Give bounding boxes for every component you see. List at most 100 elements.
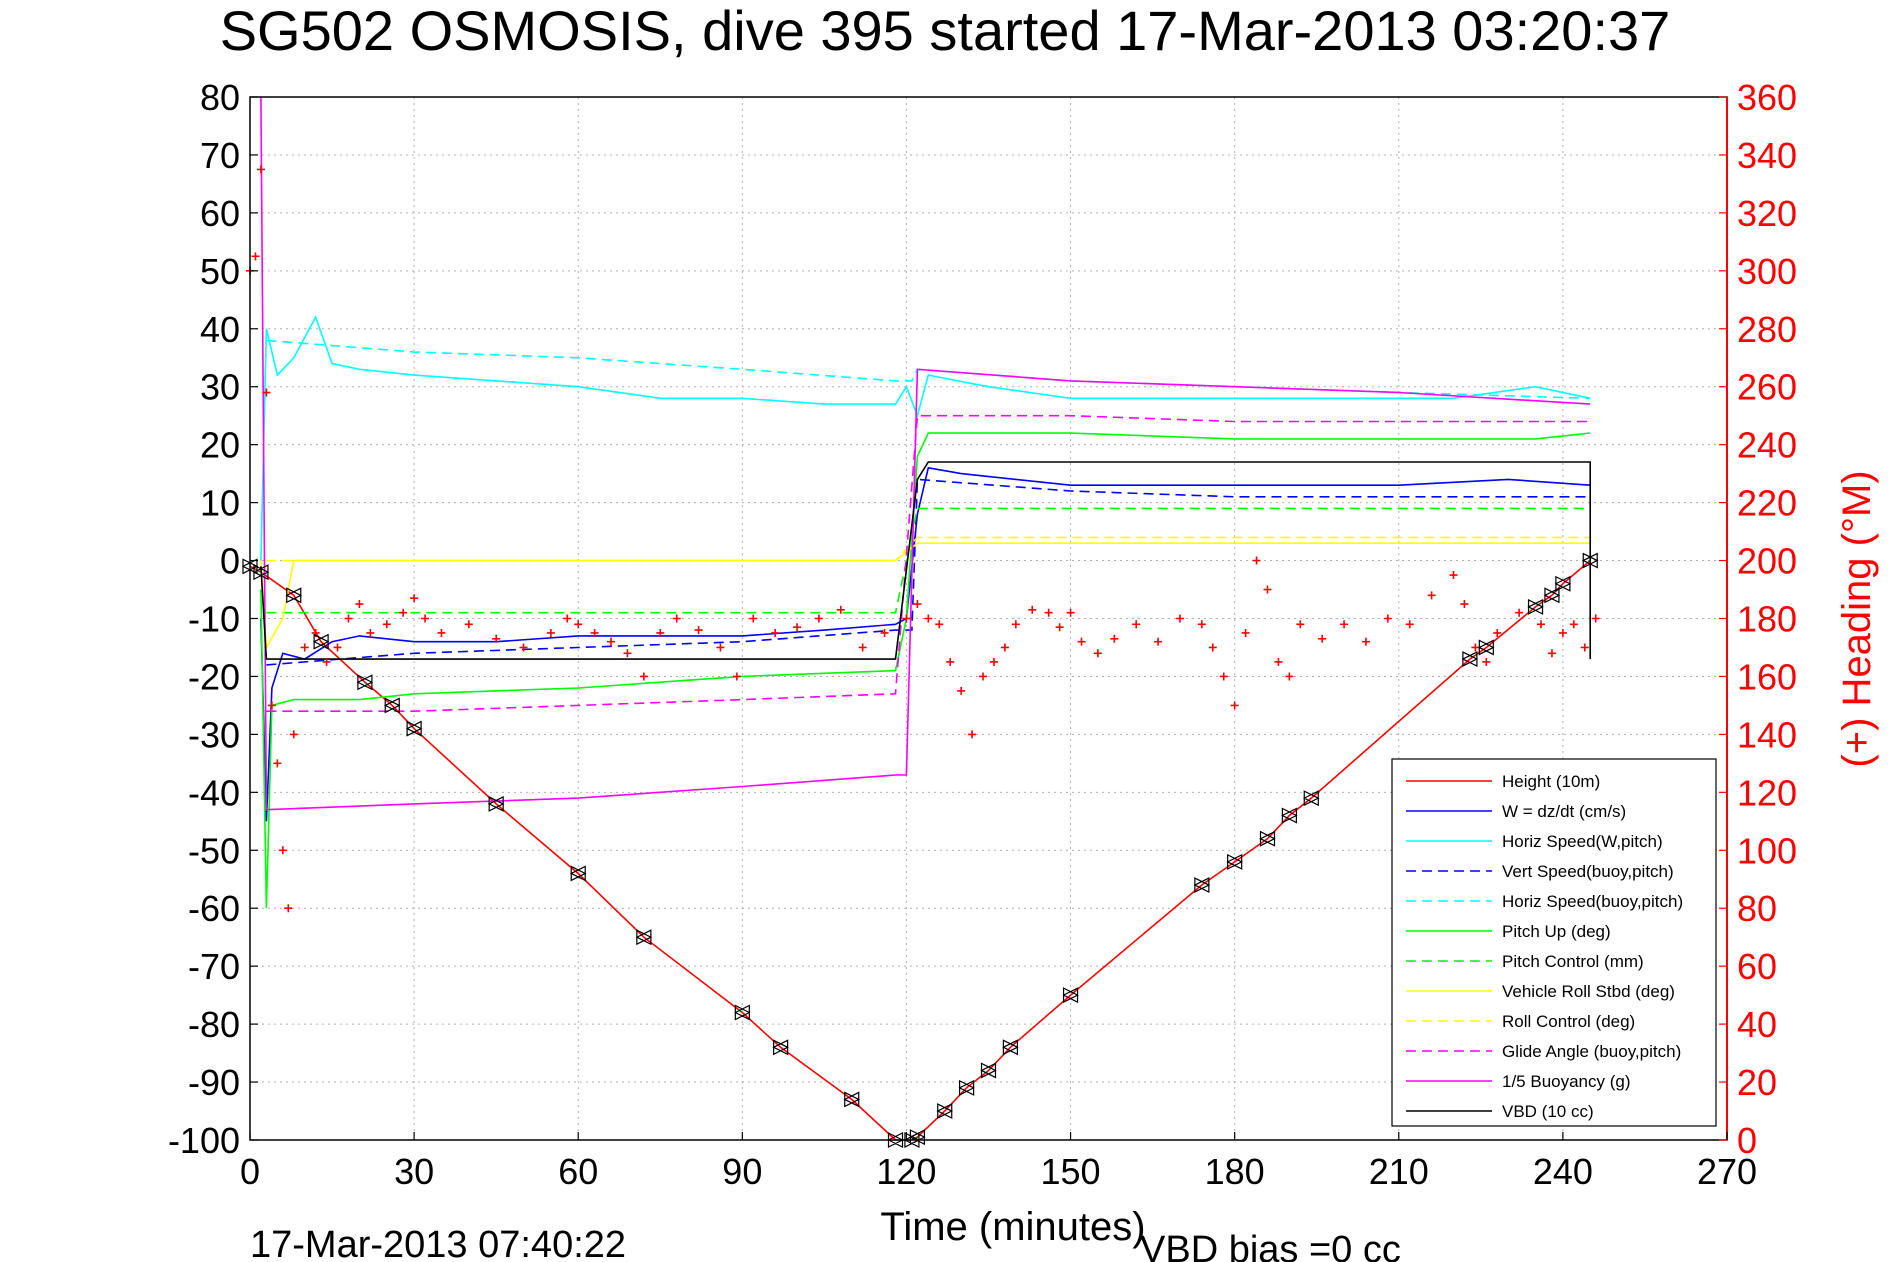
- heading-point: [989, 657, 998, 666]
- heading-point: [366, 628, 375, 637]
- legend-box: [1391, 758, 1717, 1127]
- heading-point: [732, 672, 741, 681]
- sample-marker: [1302, 790, 1320, 807]
- right-tick-label: 260: [1737, 367, 1797, 408]
- series-line: [260, 466, 1591, 822]
- heading-point: [1296, 620, 1305, 629]
- heading-point: [574, 620, 583, 629]
- series-line: [260, 461, 1591, 660]
- heading-point: [979, 672, 988, 681]
- heading-point: [913, 600, 922, 609]
- right-tick-label: 300: [1737, 251, 1797, 292]
- sample-marker: [1554, 575, 1572, 592]
- heading-point: [251, 252, 260, 261]
- heading-point: [256, 165, 265, 174]
- x-tick-label: 30: [394, 1151, 434, 1192]
- footer-vbd-bias: VBD bias =0 cc: [1140, 1229, 1401, 1262]
- heading-point: [1460, 600, 1469, 609]
- heading-point: [1230, 701, 1239, 710]
- heading-point: [1493, 628, 1502, 637]
- heading-point: [1558, 628, 1567, 637]
- y-tick-label: -40: [188, 772, 240, 813]
- sample-marker: [733, 1004, 751, 1021]
- heading-point: [1569, 620, 1578, 629]
- right-tick-label: 180: [1737, 599, 1797, 640]
- x-tick-label: 270: [1697, 1151, 1757, 1192]
- x-tick-label: 120: [876, 1151, 936, 1192]
- heading-point: [1066, 608, 1075, 617]
- series-line: [260, 96, 1591, 811]
- sample-marker: [1527, 598, 1544, 615]
- sample-marker: [252, 564, 270, 581]
- heading-point: [267, 701, 276, 710]
- y-tick-label: 20: [200, 425, 240, 466]
- y-tick-label: -30: [188, 714, 240, 755]
- right-tick-label: 340: [1737, 135, 1797, 176]
- heading-point: [924, 614, 933, 623]
- legend-label: Vehicle Roll Stbd (deg): [1502, 982, 1675, 1001]
- heading-point: [1028, 605, 1037, 614]
- x-tick-label: 180: [1205, 1151, 1265, 1192]
- x-tick-label: 0: [240, 1151, 260, 1192]
- legend-label: Roll Control (deg): [1502, 1012, 1635, 1031]
- heading-point: [902, 614, 911, 623]
- footer-timestamp: 17-Mar-2013 07:40:22: [250, 1224, 626, 1262]
- right-tick-label: 20: [1737, 1062, 1777, 1103]
- right-tick-label: 360: [1737, 77, 1797, 118]
- y-tick-label: 40: [200, 309, 240, 350]
- dive-sample-markers: [241, 552, 1599, 1148]
- heading-point: [656, 628, 665, 637]
- heading-point: [1044, 608, 1053, 617]
- heading-point: [1263, 585, 1272, 594]
- sample-marker: [1002, 1039, 1019, 1056]
- heading-point: [1383, 614, 1392, 623]
- heading-point: [437, 628, 446, 637]
- heading-point: [1110, 634, 1119, 643]
- right-tick-label: 160: [1737, 656, 1797, 697]
- right-tick-label: 140: [1737, 714, 1797, 755]
- sample-marker: [356, 674, 374, 691]
- heading-point: [880, 628, 889, 637]
- x-tick-label: 240: [1533, 1151, 1593, 1192]
- x-tick-label: 60: [558, 1151, 598, 1192]
- heading-point: [1077, 637, 1086, 646]
- sample-marker: [936, 1103, 954, 1120]
- y-tick-label: -100: [168, 1120, 240, 1161]
- heading-point: [623, 649, 632, 658]
- y-tick-label: 50: [200, 251, 240, 292]
- x-axis-label: Time (minutes): [880, 1205, 1145, 1249]
- heading-point: [1175, 614, 1184, 623]
- heading-point: [858, 643, 867, 652]
- heading-point: [946, 657, 955, 666]
- heading-point: [1318, 634, 1327, 643]
- legend-label: Vert Speed(buoy,pitch): [1502, 862, 1674, 881]
- heading-point: [793, 623, 802, 632]
- legend-label: 1/5 Buoyancy (g): [1502, 1072, 1631, 1091]
- heading-point: [284, 904, 293, 913]
- right-tick-label: 0: [1737, 1120, 1757, 1161]
- heading-point: [1405, 620, 1414, 629]
- heading-point: [1055, 623, 1064, 632]
- sample-marker: [383, 697, 401, 714]
- sample-marker: [1226, 853, 1244, 870]
- sample-marker: [1461, 651, 1479, 668]
- heading-point: [1449, 571, 1458, 580]
- heading-point: [1252, 556, 1261, 565]
- y-tick-label: -90: [188, 1062, 240, 1103]
- heading-point: [771, 628, 780, 637]
- series-line: [266, 414, 1591, 712]
- heading-point: [262, 388, 271, 397]
- sample-marker: [1281, 807, 1298, 824]
- heading-point: [1011, 620, 1020, 629]
- heading-point: [1537, 620, 1546, 629]
- heading-point: [492, 634, 501, 643]
- legend-label: VBD (10 cc): [1502, 1102, 1594, 1121]
- right-tick-label: 40: [1737, 1004, 1777, 1045]
- sample-marker: [487, 795, 505, 812]
- y-tick-label: -70: [188, 946, 240, 987]
- y-axis-ticks: 80 70 60 50 40 30 20 10 0 -10 -20 -30 -40 -50 -60 -70 -8…: [168, 77, 258, 1161]
- x-axis-ticks: 0 30 60 90 120 150 180 210 240 270: [240, 1132, 1757, 1192]
- right-tick-label: 60: [1737, 946, 1777, 987]
- heading-point: [1000, 643, 1009, 652]
- y-tick-label: 30: [200, 367, 240, 408]
